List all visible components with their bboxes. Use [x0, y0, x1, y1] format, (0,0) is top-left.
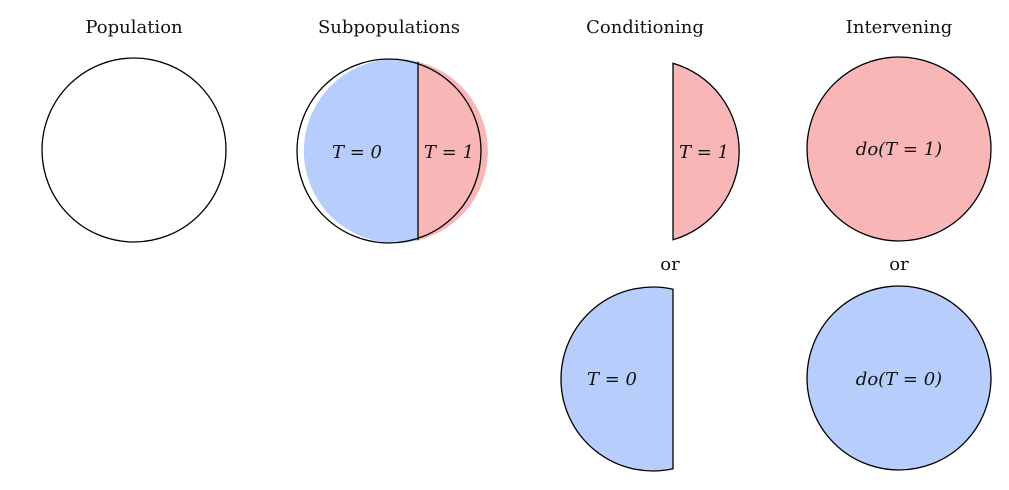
population-title: Population — [85, 17, 183, 38]
subpopulations-outline — [296, 58, 482, 244]
conditioning-control-segment — [560, 286, 674, 472]
conditioning-treated-segment — [672, 62, 740, 241]
treated-subpopulation — [418, 61, 488, 241]
subpopulations-panel: Subpopulations T = 0 T = 1 — [296, 17, 488, 244]
intervening-control-circle — [806, 285, 992, 471]
conditioning-control-label: T = 0 — [587, 369, 637, 390]
intervening-or-label: or — [889, 254, 909, 275]
population-circle — [41, 57, 227, 243]
conditioning-treated-label: T = 1 — [679, 142, 729, 163]
intervening-panel: Intervening do(T = 1) or do(T = 0) — [806, 17, 992, 471]
intervening-title: Intervening — [846, 17, 952, 38]
conditioning-panel: Conditioning T = 1 or T = 0 — [560, 17, 740, 472]
population-panel: Population — [41, 17, 227, 243]
intervening-treated-circle — [806, 56, 992, 242]
intervening-control-label: do(T = 0) — [856, 369, 942, 390]
control-subpopulation — [303, 59, 418, 244]
subpopulations-control-label: T = 0 — [332, 142, 382, 163]
subpopulations-title: Subpopulations — [318, 17, 460, 38]
subpopulations-treated-label: T = 1 — [424, 142, 474, 163]
conditioning-title: Conditioning — [586, 17, 704, 38]
intervening-treated-label: do(T = 1) — [856, 139, 942, 160]
conditioning-or-label: or — [660, 254, 680, 275]
